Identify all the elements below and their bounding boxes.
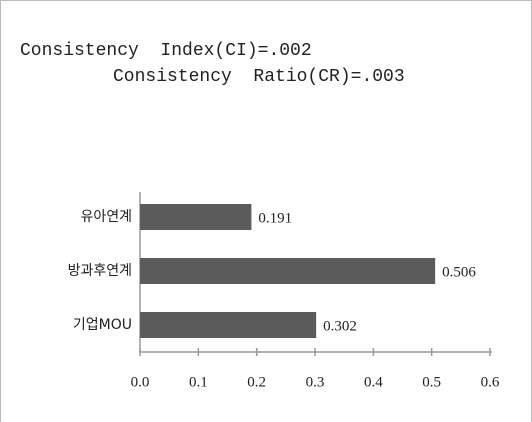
x-tick-label: 0.2 [247, 374, 266, 390]
x-tick-label: 0.0 [131, 374, 150, 390]
data-label: 0.506 [442, 264, 476, 280]
chart-title: Consistency Index(CI)=.002 [20, 41, 312, 61]
bar [140, 312, 317, 338]
x-tick-label: 0.6 [481, 374, 500, 390]
x-tick-label: 0.1 [189, 374, 208, 390]
x-tick-label: 0.4 [364, 374, 383, 390]
chart-title: Consistency Ratio(CR)=.003 [113, 67, 405, 87]
y-tick-label: 방과후연계 [68, 263, 132, 279]
y-tick-label: 기업MOU [73, 317, 132, 333]
data-label: 0.191 [258, 210, 292, 226]
x-tick-label: 0.5 [422, 374, 441, 390]
y-tick-label: 유아연계 [80, 209, 132, 225]
data-label: 0.302 [323, 318, 357, 334]
bar [140, 204, 252, 230]
bar [140, 258, 436, 284]
x-tick-label: 0.3 [306, 374, 325, 390]
